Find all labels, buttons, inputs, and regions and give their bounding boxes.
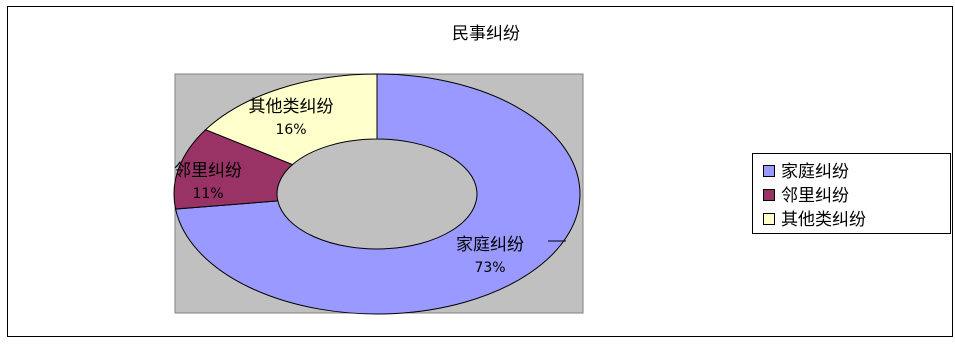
data-labels-group: 家庭纠纷 73% 邻里纠纷 11% 其他类纠纷 16% [174, 97, 566, 276]
chart-title: 民事纠纷 [452, 24, 520, 44]
slice-1 [174, 73, 581, 315]
legend-label-2: 邻里纠纷 [781, 186, 849, 206]
legend-swatch-3 [763, 213, 775, 225]
slice-3 [204, 73, 378, 166]
slices-group [173, 73, 581, 315]
data-label-category-2: 邻里纠纷 [174, 161, 242, 181]
data-label-value-1: 73% [474, 260, 505, 276]
legend-swatch-1 [763, 165, 775, 177]
data-label-value-3: 16% [275, 122, 306, 138]
legend-swatch-2 [763, 189, 775, 201]
legend-box [752, 153, 951, 234]
legend-label-1: 家庭纠纷 [781, 162, 849, 182]
data-label-value-2: 11% [192, 186, 223, 202]
data-label-category-3: 其他类纠纷 [249, 97, 334, 117]
data-label-category-1: 家庭纠纷 [456, 235, 524, 255]
legend-label-3: 其他类纠纷 [781, 210, 866, 230]
